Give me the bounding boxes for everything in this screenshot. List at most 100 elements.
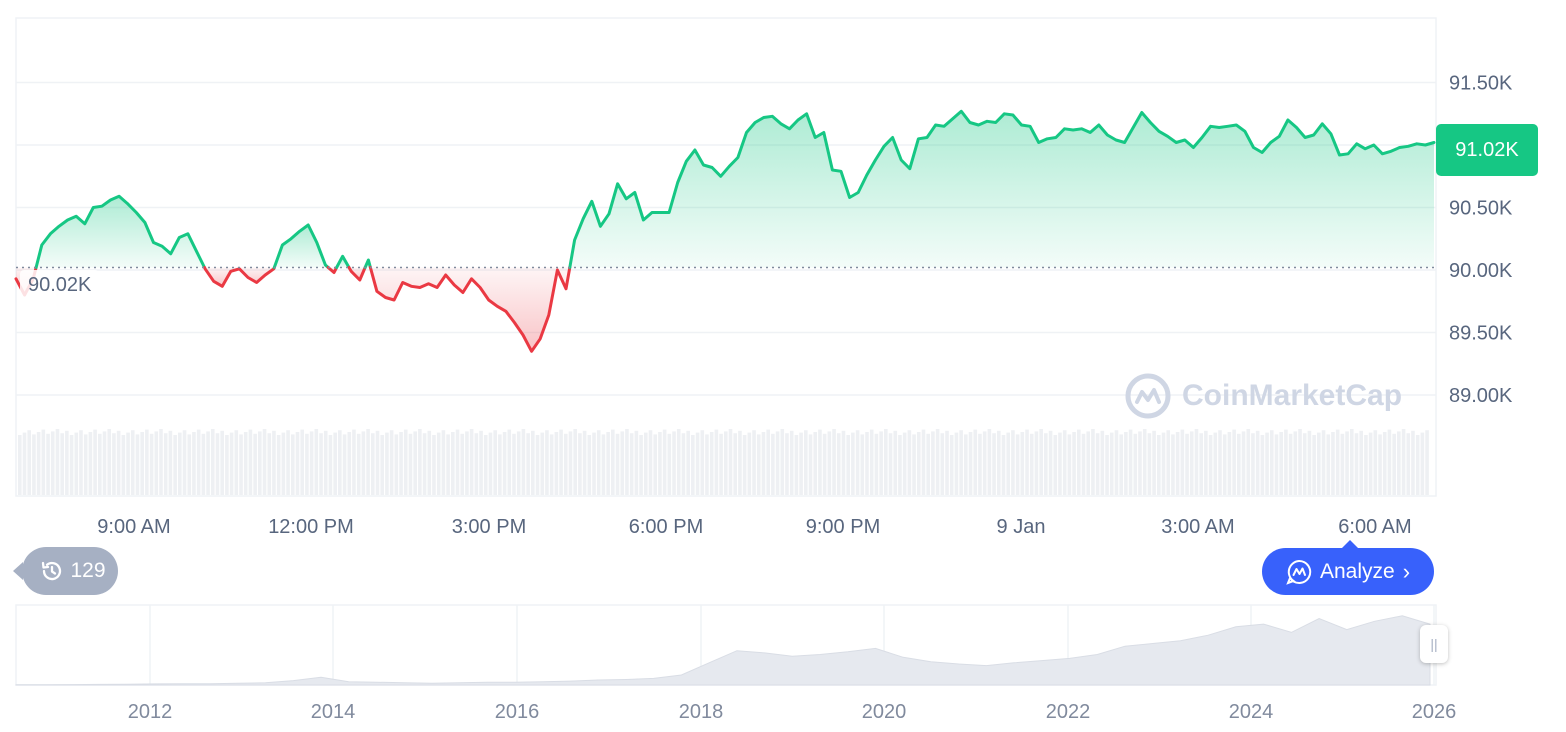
analyze-button[interactable]: Analyze › xyxy=(1262,540,1434,595)
volume-bar xyxy=(1105,435,1109,495)
volume-bar xyxy=(855,430,860,495)
navigator-tick-label: 2026 xyxy=(1412,701,1457,723)
volume-bar xyxy=(1091,429,1095,495)
volume-bar xyxy=(898,435,902,495)
volume-bar xyxy=(1194,429,1199,495)
volume-bar xyxy=(945,430,949,495)
volume-bar xyxy=(968,432,973,495)
volume-bar xyxy=(234,430,239,495)
volume-bar xyxy=(130,430,135,495)
volume-bar xyxy=(1039,429,1043,495)
volume-bar xyxy=(907,430,912,495)
analyze-label: Analyze xyxy=(1319,559,1395,583)
volume-bar xyxy=(931,431,935,495)
volume-bar xyxy=(728,429,733,495)
volume-bar xyxy=(154,431,159,495)
volume-bar xyxy=(1335,429,1340,495)
volume-bar xyxy=(893,430,898,495)
volume-bar xyxy=(884,429,888,495)
volume-bar xyxy=(1392,433,1396,495)
watermark: CoinMarketCap xyxy=(1124,372,1402,420)
volume-bar xyxy=(220,430,224,495)
volume-bar xyxy=(836,433,841,495)
volume-bar xyxy=(272,430,276,495)
volume-bar xyxy=(469,429,474,495)
volume-bar xyxy=(474,433,479,495)
volume-bar xyxy=(832,429,836,495)
volume-bar xyxy=(239,434,243,495)
volume-bar xyxy=(356,433,361,495)
volume-bar xyxy=(738,430,742,495)
y-tick-label: 90.00K xyxy=(1449,260,1513,282)
volume-bar xyxy=(747,432,752,495)
volume-bar xyxy=(1218,430,1222,495)
x-tick-label: 9 Jan xyxy=(997,516,1046,538)
area-above-reference xyxy=(36,196,205,268)
volume-bar xyxy=(1062,430,1067,495)
navigator-handle[interactable]: || xyxy=(1420,625,1448,663)
volume-bar xyxy=(775,431,780,495)
volume-bar xyxy=(253,433,257,495)
volume-bar xyxy=(173,435,177,495)
volume-bar xyxy=(1204,430,1208,495)
navigator-tick-label: 2014 xyxy=(311,701,356,723)
volume-bar xyxy=(290,434,295,495)
price-line-down xyxy=(203,266,276,288)
area-above-reference xyxy=(569,111,1434,268)
volume-bar xyxy=(347,432,352,495)
volume-bar xyxy=(399,432,403,495)
price-line-down xyxy=(347,266,367,282)
coinmarketcap-logo-icon xyxy=(1125,373,1171,419)
volume-bar xyxy=(752,430,756,495)
volume-bar xyxy=(639,435,643,495)
volume-bar xyxy=(65,430,69,495)
volume-bar xyxy=(916,432,921,495)
x-tick-label: 9:00 PM xyxy=(806,516,880,538)
volume-bar xyxy=(808,434,813,495)
volume-bar xyxy=(323,430,328,495)
volume-bar xyxy=(483,435,488,495)
volume-bar xyxy=(860,434,865,495)
volume-bar xyxy=(319,433,323,495)
x-axis: 9:00 AM 12:00 PM 3:00 PM 6:00 PM 9:00 PM 9 Ja… xyxy=(97,516,1411,538)
volume-bar xyxy=(305,433,309,495)
volume-bar xyxy=(771,433,775,495)
volume-bar xyxy=(799,432,803,495)
plot-frame xyxy=(15,17,1437,497)
volume-bar xyxy=(451,432,455,495)
volume-bar xyxy=(648,430,653,495)
volume-bar xyxy=(888,433,893,495)
volume-bar xyxy=(912,434,916,495)
volume-bar xyxy=(1364,435,1368,495)
volume-bar xyxy=(1025,429,1029,495)
volume-bar xyxy=(1420,432,1425,495)
volume-bar xyxy=(874,433,879,495)
volume-bar xyxy=(926,433,930,495)
history-badge[interactable]: 129 xyxy=(13,547,118,595)
volume-bar xyxy=(1006,432,1010,495)
volume-bar xyxy=(1411,430,1415,495)
navigator: 2012 2014 2016 2018 2020 2022 2024 2026 xyxy=(15,604,1457,723)
volume-bar xyxy=(818,429,822,495)
volume-bar xyxy=(159,429,163,495)
volume-bar xyxy=(286,430,290,495)
volume-bar xyxy=(436,432,441,495)
volume-bar xyxy=(422,433,427,495)
volume-bar xyxy=(1185,433,1189,495)
current-price-label: 91.02K xyxy=(1436,124,1538,176)
volume-bar xyxy=(149,433,154,495)
volume-bar xyxy=(554,432,559,495)
x-tick-label: 6:00 AM xyxy=(1338,516,1411,538)
volume-bar xyxy=(1189,431,1194,495)
volume-bar xyxy=(766,429,770,495)
volume-bar xyxy=(681,433,686,495)
volume-bar xyxy=(978,433,982,495)
volume-bar xyxy=(705,434,709,495)
volume-bar xyxy=(210,429,215,495)
volume-bar xyxy=(573,429,577,495)
volume-bar xyxy=(1044,433,1048,495)
volume-bar xyxy=(940,433,945,495)
volume-bar xyxy=(366,429,370,495)
volume-bar xyxy=(69,435,74,495)
